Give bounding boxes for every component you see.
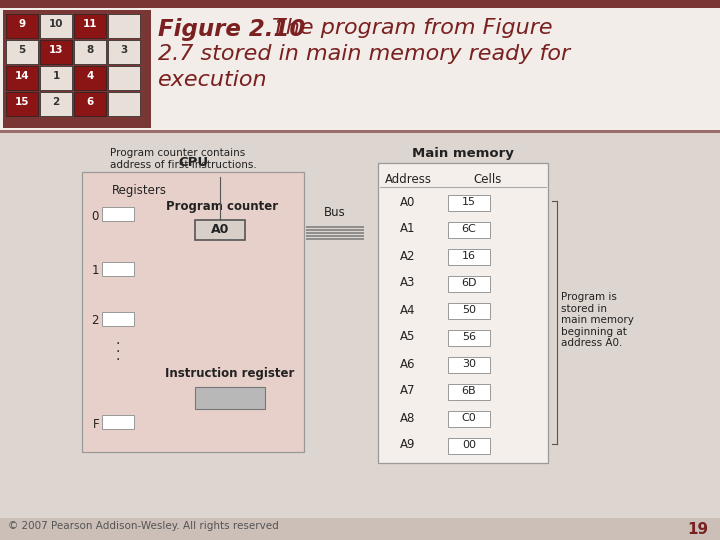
Text: A7: A7 [400, 384, 415, 397]
Bar [0, 518, 720, 540]
Text: 19: 19 [687, 522, 708, 537]
Bar [108, 14, 140, 38]
Text: 50: 50 [462, 305, 476, 315]
Bar [448, 330, 490, 346]
Text: 2: 2 [53, 97, 60, 107]
Text: Program is
stored in
main memory
beginning at
address A0.: Program is stored in main memory beginni… [561, 292, 634, 348]
Text: 00: 00 [462, 440, 476, 450]
Text: Program counter contains
address of first instructions.: Program counter contains address of firs… [110, 148, 257, 170]
Bar [195, 387, 265, 409]
Text: 15: 15 [14, 97, 30, 107]
Text: A5: A5 [400, 330, 415, 343]
Text: 6B: 6B [462, 386, 477, 396]
Bar [0, 0, 720, 8]
Bar [448, 195, 490, 211]
Bar [448, 276, 490, 292]
Text: 30: 30 [462, 359, 476, 369]
Bar [74, 40, 106, 64]
Text: 2.7 stored in main memory ready for: 2.7 stored in main memory ready for [158, 44, 570, 64]
Bar [40, 66, 72, 90]
Bar [448, 249, 490, 265]
Text: 5: 5 [19, 45, 26, 55]
Text: Bus: Bus [324, 206, 346, 219]
Bar [0, 130, 720, 133]
Text: .: . [116, 333, 120, 347]
Text: A2: A2 [400, 249, 415, 262]
Bar [448, 384, 490, 400]
Text: 8: 8 [86, 45, 94, 55]
Text: Program counter: Program counter [166, 200, 278, 213]
Text: 14: 14 [14, 71, 30, 81]
Bar [102, 415, 134, 429]
Bar [6, 92, 38, 116]
Bar [74, 92, 106, 116]
Bar [448, 357, 490, 373]
Text: A0: A0 [211, 223, 229, 236]
Bar [0, 133, 720, 518]
Bar [3, 10, 151, 128]
Text: The program from Figure: The program from Figure [265, 18, 553, 38]
Text: © 2007 Pearson Addison-Wesley. All rights reserved: © 2007 Pearson Addison-Wesley. All right… [8, 521, 279, 531]
Bar [448, 222, 490, 238]
Text: Main memory: Main memory [412, 147, 514, 160]
Bar [378, 163, 548, 463]
Text: .: . [116, 349, 120, 363]
Text: 4: 4 [86, 71, 94, 81]
Bar [0, 8, 720, 130]
Text: 56: 56 [462, 332, 476, 342]
Bar [195, 220, 245, 240]
Bar [6, 40, 38, 64]
Text: 11: 11 [83, 19, 97, 29]
Bar [108, 66, 140, 90]
Text: 9: 9 [19, 19, 26, 29]
Text: 1: 1 [53, 71, 60, 81]
Text: A1: A1 [400, 222, 415, 235]
Text: A9: A9 [400, 438, 415, 451]
Bar [102, 312, 134, 326]
Text: Registers: Registers [112, 184, 167, 197]
Text: 16: 16 [462, 251, 476, 261]
Text: 6: 6 [86, 97, 94, 107]
Text: CPU: CPU [178, 156, 208, 169]
Bar [82, 172, 304, 452]
Bar [108, 92, 140, 116]
Text: Address: Address [384, 173, 431, 186]
Bar [40, 92, 72, 116]
Text: Figure 2.10: Figure 2.10 [158, 18, 305, 41]
Text: 2: 2 [91, 314, 99, 327]
Text: 6D: 6D [462, 278, 477, 288]
Bar [6, 66, 38, 90]
Text: A6: A6 [400, 357, 415, 370]
Text: 1: 1 [91, 265, 99, 278]
Text: 6C: 6C [462, 224, 477, 234]
Text: A3: A3 [400, 276, 415, 289]
Bar [6, 14, 38, 38]
Text: 13: 13 [49, 45, 63, 55]
Bar [40, 14, 72, 38]
Bar [448, 303, 490, 319]
Text: 3: 3 [120, 45, 127, 55]
Bar [102, 207, 134, 221]
Text: C0: C0 [462, 413, 477, 423]
Text: A4: A4 [400, 303, 415, 316]
Text: 15: 15 [462, 197, 476, 207]
Text: 10: 10 [49, 19, 63, 29]
Bar [448, 411, 490, 427]
Text: .: . [116, 341, 120, 355]
Text: Instruction register: Instruction register [166, 367, 294, 380]
Text: execution: execution [158, 70, 268, 90]
Text: A8: A8 [400, 411, 415, 424]
Bar [74, 14, 106, 38]
Bar [102, 262, 134, 276]
Bar [448, 438, 490, 454]
Text: F: F [92, 417, 99, 430]
Bar [108, 40, 140, 64]
Text: 0: 0 [91, 210, 99, 222]
Bar [74, 66, 106, 90]
Text: A0: A0 [400, 195, 415, 208]
Text: Cells: Cells [474, 173, 502, 186]
Bar [40, 40, 72, 64]
